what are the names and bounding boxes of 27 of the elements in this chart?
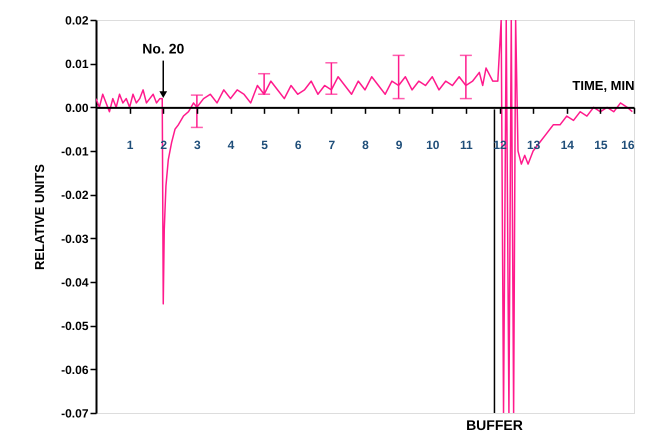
y-tick-label: -0.05 — [61, 319, 89, 334]
annotation: No. 20 — [142, 40, 184, 57]
y-axis-title: RELATIVE UNITS — [32, 164, 48, 270]
y-tick-label: 0.00 — [65, 100, 89, 115]
y-tick-label: 0.01 — [65, 57, 89, 72]
y-tick-label: -0.06 — [61, 362, 89, 377]
x-tick-label: 16 — [621, 138, 635, 152]
y-tick-label: -0.04 — [61, 276, 89, 290]
y-tick-label: 0.02 — [65, 14, 89, 28]
x-tick-label: 15 — [594, 138, 608, 152]
y-tick-label: -0.01 — [61, 144, 89, 158]
x-tick-label: 7 — [328, 138, 336, 152]
y-tick-label: -0.03 — [61, 232, 89, 246]
x-axis-title: TIME, MIN — [572, 78, 634, 93]
x-tick-label: 5 — [261, 138, 268, 152]
x-tick-label: 9 — [396, 138, 403, 152]
x-tick-label: 14 — [560, 138, 574, 152]
x-tick-label: 6 — [294, 138, 302, 152]
x-tick-label: 3 — [194, 138, 202, 152]
x-tick-label: 1 — [126, 138, 134, 152]
x-tick-label: 10 — [426, 138, 440, 152]
x-tick-label: 11 — [460, 138, 474, 152]
x-tick-label: 8 — [362, 138, 370, 152]
ref-line-label: BUFFER — [466, 417, 523, 433]
y-tick-label: -0.07 — [61, 406, 89, 420]
y-tick-label: -0.02 — [61, 188, 89, 202]
x-tick-label: 4 — [228, 138, 235, 152]
